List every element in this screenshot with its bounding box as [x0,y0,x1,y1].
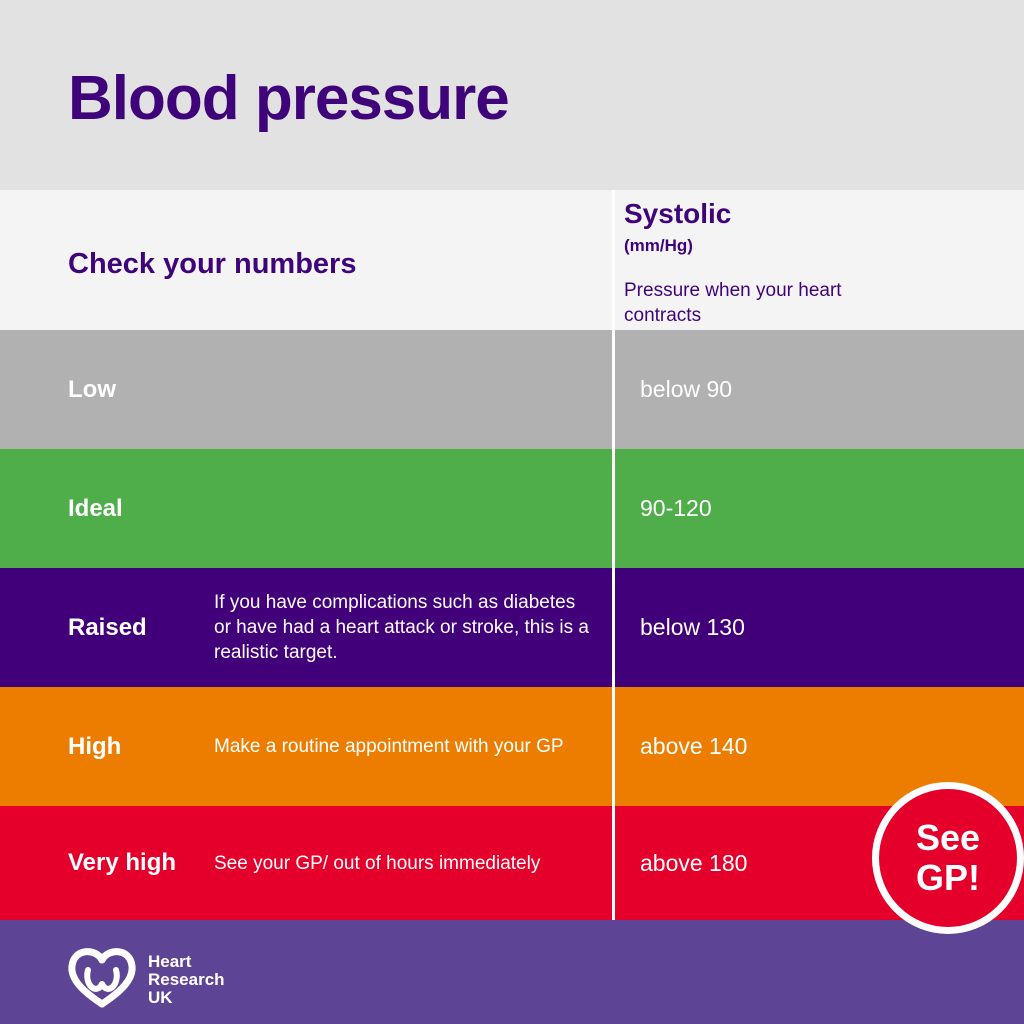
systolic-description: Pressure when your heart contracts [624,280,842,326]
row-label: Very high [68,849,177,876]
footer [0,920,1024,1024]
table-row-very-high: Very high See your GP/ out of hours imme… [0,806,1024,920]
logo-text: Heart Research UK [148,953,225,1007]
row-value: below 90 [640,376,733,402]
logo-line: Research [148,970,225,989]
logo-line: Heart [148,952,192,971]
row-value: 90-120 [640,495,712,521]
row-label: Low [68,375,116,403]
column-divider [612,190,615,920]
page-title: Blood pressure [68,64,510,133]
table-row-high: High Make a routine appointment with you… [0,687,1024,806]
row-label: Raised [68,613,147,641]
table-header [0,190,1024,330]
table-row-low: Low below 90 [0,330,1024,449]
badge-line: GP! [915,857,980,898]
row-value: above 140 [640,733,748,759]
heart-logo-icon [66,944,138,1013]
table-row-ideal: Ideal 90-120 [0,449,1024,568]
logo-line: UK [148,988,173,1007]
unit-label: (mm/Hg) [624,236,693,255]
row-note: If you have complications such as diabet… [214,592,589,663]
row-label: Ideal [68,494,123,522]
row-label: High [68,732,122,760]
see-gp-badge: See GP! [872,782,1024,934]
badge-line: See [915,817,981,858]
check-numbers-heading: Check your numbers [68,248,357,280]
row-note: See your GP/ out of hours immediately [214,852,541,874]
table-row-raised: Raised If you have complications such as… [0,568,1024,687]
row-note: Make a routine appointment with your GP [214,736,564,757]
systolic-heading: Systolic [624,198,732,229]
row-value: above 180 [640,849,748,876]
row-value: below 130 [640,614,745,640]
title-band [0,0,1024,190]
